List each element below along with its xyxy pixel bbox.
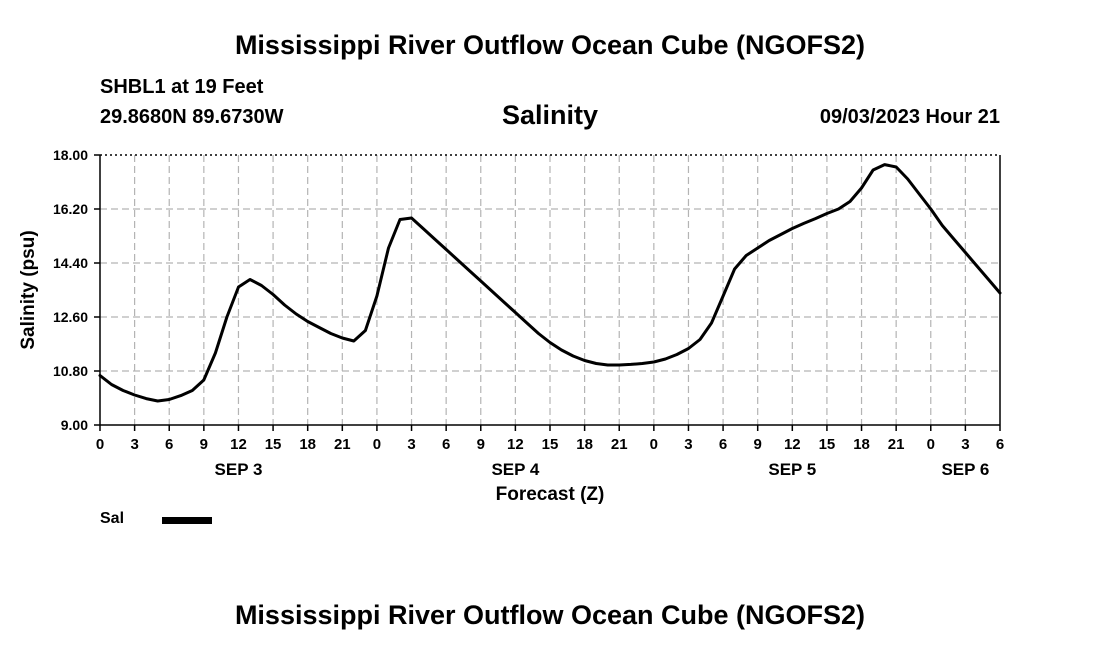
x-tick-label: 18 <box>299 436 316 453</box>
x-tick-label: 18 <box>853 436 870 453</box>
y-axis-title: Salinity (psu) <box>18 230 39 349</box>
date-label: SEP 5 <box>768 460 816 479</box>
y-tick-label: 14.40 <box>53 255 88 271</box>
y-tick-label: 10.80 <box>53 363 88 379</box>
x-tick-label: 0 <box>927 436 935 453</box>
x-tick-label: 3 <box>684 436 692 453</box>
x-tick-label: 6 <box>442 436 450 453</box>
x-tick-label: 15 <box>542 436 559 453</box>
x-tick-label: 0 <box>373 436 381 453</box>
grid-lines <box>100 155 1000 425</box>
x-tick-label: 15 <box>265 436 282 453</box>
axes <box>94 154 1001 431</box>
axis-labels: 0 3 6 9 12 15 18 21 0 3 6 9 12 15 18 21 0 3 6 9 12 15 18 21 0 3 6 9… <box>18 147 1004 505</box>
y-tick-label: 12.60 <box>53 309 88 325</box>
y-tick-label: 9.00 <box>61 417 88 433</box>
x-tick-label: 0 <box>96 436 104 453</box>
bottom-title: Mississippi River Outflow Ocean Cube (NG… <box>234 600 866 630</box>
series-line-sal <box>98 163 1002 403</box>
x-tick-label: 3 <box>961 436 969 453</box>
x-tick-label: 18 <box>576 436 593 453</box>
station-label: SHBL1 at 19 Feet <box>100 76 264 98</box>
date-label: SEP 4 <box>491 460 539 479</box>
y-tick-label: 16.20 <box>53 201 88 217</box>
x-tick-label: 12 <box>507 436 524 453</box>
legend-swatch <box>162 517 212 524</box>
x-tick-label: 21 <box>888 436 905 453</box>
date-label: SEP 3 <box>215 460 263 479</box>
x-tick-label: 3 <box>130 436 138 453</box>
x-tick-label: 9 <box>477 436 485 453</box>
chart-title: Salinity <box>501 100 599 130</box>
legend-label: Sal <box>100 510 125 527</box>
main-title: Mississippi River Outflow Ocean Cube (NG… <box>234 30 866 60</box>
x-tick-label: 15 <box>819 436 836 453</box>
x-tick-label: 12 <box>230 436 247 453</box>
x-tick-label: 6 <box>996 436 1004 453</box>
x-tick-label: 12 <box>784 436 801 453</box>
x-tick-label: 9 <box>200 436 208 453</box>
x-tick-label: 3 <box>407 436 415 453</box>
y-tick-label: 18.00 <box>53 147 88 163</box>
date-label: SEP 6 <box>941 460 989 479</box>
x-tick-label: 21 <box>611 436 628 453</box>
series-layer <box>98 163 1002 403</box>
x-tick-label: 21 <box>334 436 351 453</box>
x-tick-label: 0 <box>650 436 658 453</box>
x-tick-label: 9 <box>754 436 762 453</box>
station-coordinates: 29.8680N 89.6730W <box>100 106 284 128</box>
x-tick-label: 6 <box>165 436 173 453</box>
forecast-datetime: 09/03/2023 Hour 21 <box>819 106 1000 128</box>
x-tick-label: 6 <box>719 436 727 453</box>
x-axis-title: Forecast (Z) <box>496 484 605 505</box>
